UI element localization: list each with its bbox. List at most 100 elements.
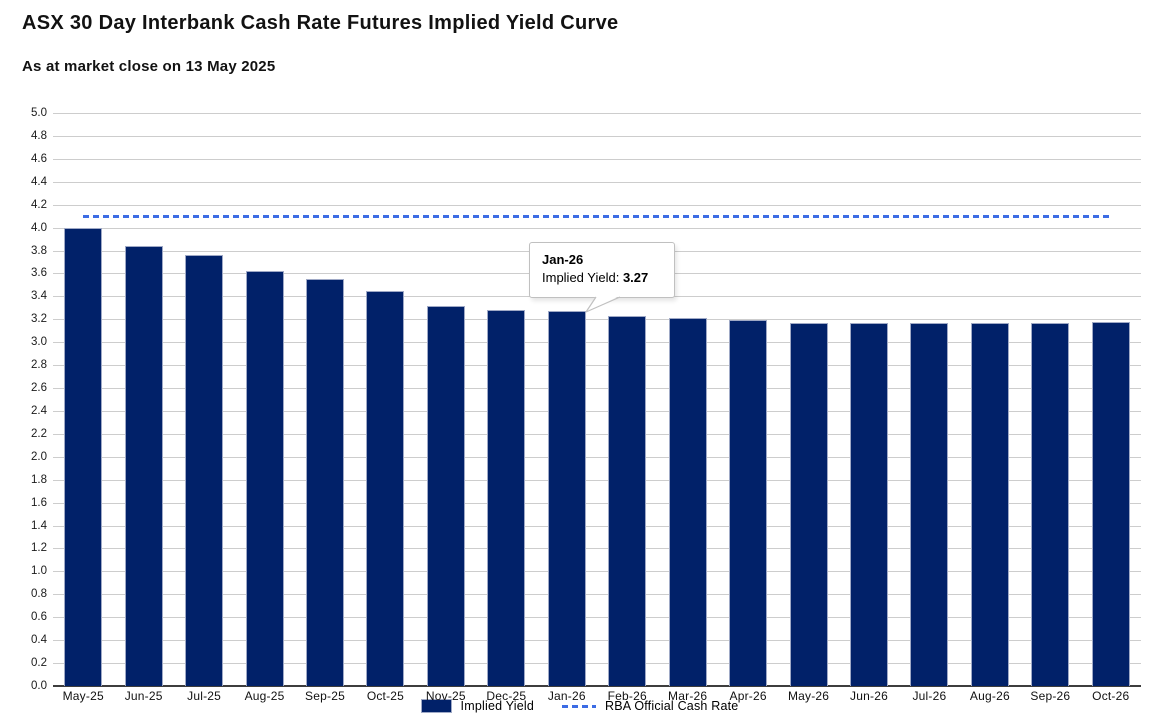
y-axis-tick-label: 1.8 — [31, 473, 47, 486]
gridline — [53, 113, 1141, 114]
gridline — [53, 617, 1141, 619]
bar-Sep-26[interactable] — [1031, 322, 1070, 686]
y-axis-tick-label: 0.0 — [31, 680, 47, 692]
y-axis-tick-label: 1.2 — [31, 542, 47, 555]
bar-Jul-25[interactable] — [185, 255, 224, 686]
y-axis-tick-label: 0.8 — [31, 588, 47, 601]
legend-item-rba-cash-rate[interactable]: RBA Official Cash Rate — [562, 699, 738, 713]
x-axis-tick-label: Aug-25 — [244, 689, 285, 703]
bar-Mar-26[interactable] — [668, 318, 707, 686]
gridline — [53, 479, 1141, 481]
gridline — [53, 663, 1141, 665]
gridline — [53, 548, 1141, 550]
y-axis-tick-label: 1.6 — [31, 496, 47, 509]
legend-item-implied-yield[interactable]: Implied Yield — [420, 699, 535, 713]
x-axis-tick-label: May-26 — [787, 689, 830, 703]
gridline — [53, 410, 1141, 412]
gridline — [53, 181, 1141, 183]
y-axis-tick-label: 4.4 — [31, 175, 47, 188]
gridline — [53, 158, 1141, 160]
tooltip-value: 3.27 — [622, 270, 649, 285]
bar-Sep-25[interactable] — [306, 279, 344, 686]
x-axis-tick-label: Nov-25 — [425, 689, 466, 703]
y-axis-tick-label: 1.4 — [31, 519, 47, 532]
x-axis-line — [53, 685, 1141, 687]
gridline — [53, 204, 1141, 206]
y-axis-tick-label: 4.6 — [31, 152, 47, 165]
tooltip-category: Jan-26 — [542, 252, 584, 267]
chart-tooltip: Jan-26 Implied Yield: 3.27 — [529, 242, 675, 313]
y-axis-tick-label: 3.6 — [31, 267, 47, 280]
y-axis-tick-label: 2.2 — [31, 427, 47, 440]
y-axis-tick-label: 4.2 — [31, 198, 47, 211]
chart-title: ASX 30 Day Interbank Cash Rate Futures I… — [22, 12, 619, 34]
x-axis-tick-label: Jun-26 — [850, 689, 888, 703]
x-axis-tick-label: Mar-26 — [668, 689, 708, 703]
gridline — [53, 227, 1141, 229]
x-axis-tick-label: Oct-26 — [1092, 689, 1130, 703]
x-axis-tick-label: May-25 — [62, 689, 104, 703]
implied-yield-swatch-icon — [420, 699, 452, 713]
y-axis-tick-label: 1.0 — [31, 565, 47, 578]
x-axis-tick-label: Jul-25 — [187, 689, 222, 703]
legend-label-implied-yield: Implied Yield — [460, 699, 535, 713]
x-axis-tick-label: Sep-26 — [1030, 689, 1071, 703]
gridline — [53, 525, 1141, 527]
y-axis-tick-label: 2.8 — [31, 359, 47, 372]
rba-cash-rate-line — [83, 215, 1111, 219]
gridline — [53, 365, 1141, 367]
x-axis-tick-label: Feb-26 — [607, 689, 647, 703]
x-axis-tick-label: Aug-26 — [969, 689, 1010, 703]
y-axis-tick-label: 4.0 — [31, 221, 47, 234]
chart-legend: Implied Yield RBA Official Cash Rate — [0, 699, 1159, 713]
y-axis-tick-label: 3.0 — [31, 336, 47, 349]
bar-Jul-26[interactable] — [910, 322, 949, 686]
y-axis-tick-label: 3.2 — [31, 313, 47, 326]
bar-Jan-26[interactable] — [547, 311, 586, 686]
legend-label-rba-cash-rate: RBA Official Cash Rate — [605, 699, 739, 713]
x-axis-tick-label: Jul-26 — [912, 689, 947, 703]
bar-Aug-26[interactable] — [970, 322, 1009, 686]
y-axis-tick-label: 2.4 — [31, 404, 47, 417]
bar-Oct-25[interactable] — [366, 290, 405, 686]
gridline — [53, 388, 1141, 390]
y-axis-tick-label: 3.4 — [31, 290, 47, 303]
bar-Jun-26[interactable] — [850, 322, 888, 686]
rba-line-swatch-icon — [562, 704, 597, 708]
gridline — [53, 135, 1141, 137]
x-axis-tick-label: Dec-25 — [486, 689, 527, 703]
bar-May-26[interactable] — [789, 322, 828, 686]
y-axis-tick-label: 5.0 — [31, 107, 47, 119]
y-axis-tick-label: 2.6 — [31, 382, 47, 395]
y-axis-tick-label: 0.2 — [31, 657, 47, 670]
gridline — [53, 342, 1141, 344]
bar-Oct-26[interactable] — [1091, 321, 1130, 686]
x-axis-tick-label: Jan-26 — [547, 689, 586, 703]
gridline — [53, 433, 1141, 435]
bar-Feb-26[interactable] — [608, 315, 647, 686]
gridline — [53, 571, 1141, 573]
gridline — [53, 502, 1141, 504]
bar-Jun-25[interactable] — [124, 245, 163, 686]
x-axis-tick-label: Apr-26 — [729, 689, 767, 703]
gridline — [53, 319, 1141, 321]
gridline — [53, 640, 1141, 642]
tooltip-series-label: Implied Yield: — [542, 270, 620, 285]
bar-Apr-26[interactable] — [729, 320, 768, 686]
y-axis-tick-label: 0.6 — [31, 611, 47, 624]
tooltip-row: Implied Yield: 3.27 — [542, 268, 662, 287]
chart-subtitle: As at market close on 13 May 2025 — [22, 58, 276, 75]
bar-Nov-25[interactable] — [426, 305, 465, 686]
x-axis-tick-label: Sep-25 — [305, 689, 345, 703]
y-axis-tick-label: 0.4 — [31, 634, 47, 647]
gridline — [53, 594, 1141, 596]
y-axis-tick-label: 4.8 — [31, 129, 47, 142]
bar-May-25[interactable] — [64, 227, 103, 686]
bar-Aug-25[interactable] — [245, 271, 284, 686]
gridline — [53, 456, 1141, 458]
x-axis-tick-label: Jun-25 — [124, 689, 163, 703]
bar-Dec-25[interactable] — [487, 310, 526, 686]
x-axis-tick-label: Oct-25 — [366, 689, 405, 703]
y-axis-tick-label: 2.0 — [31, 450, 47, 463]
